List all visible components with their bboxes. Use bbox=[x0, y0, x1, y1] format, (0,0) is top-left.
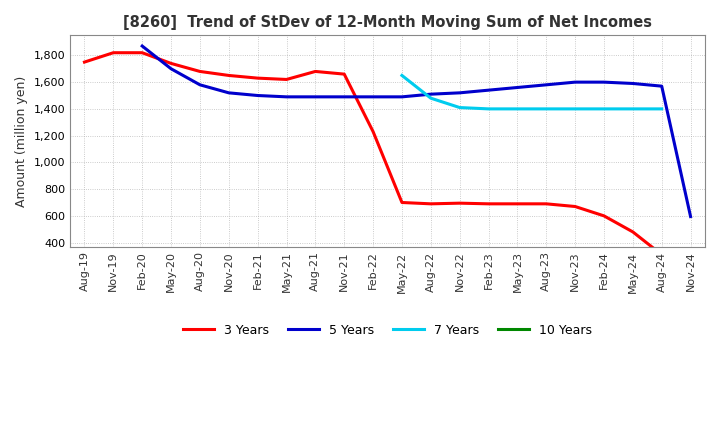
5 Years bbox=[282, 94, 291, 99]
5 Years bbox=[167, 66, 176, 71]
5 Years bbox=[600, 80, 608, 85]
3 Years bbox=[686, 253, 695, 259]
3 Years bbox=[282, 77, 291, 82]
Line: 3 Years: 3 Years bbox=[84, 53, 690, 256]
3 Years bbox=[109, 50, 117, 55]
Line: 5 Years: 5 Years bbox=[142, 46, 690, 216]
5 Years bbox=[196, 82, 204, 88]
5 Years bbox=[369, 94, 377, 99]
5 Years bbox=[225, 90, 233, 95]
5 Years bbox=[686, 214, 695, 219]
3 Years bbox=[426, 201, 435, 206]
Title: [8260]  Trend of StDev of 12-Month Moving Sum of Net Incomes: [8260] Trend of StDev of 12-Month Moving… bbox=[123, 15, 652, 30]
7 Years bbox=[455, 105, 464, 110]
3 Years bbox=[196, 69, 204, 74]
7 Years bbox=[600, 106, 608, 111]
5 Years bbox=[340, 94, 348, 99]
5 Years bbox=[542, 82, 551, 88]
3 Years bbox=[513, 201, 522, 206]
5 Years bbox=[629, 81, 637, 86]
7 Years bbox=[426, 95, 435, 101]
3 Years bbox=[369, 129, 377, 134]
3 Years bbox=[600, 213, 608, 219]
3 Years bbox=[340, 71, 348, 77]
3 Years bbox=[657, 252, 666, 257]
3 Years bbox=[311, 69, 320, 74]
Line: 7 Years: 7 Years bbox=[402, 75, 662, 109]
Y-axis label: Amount (million yen): Amount (million yen) bbox=[15, 75, 28, 207]
5 Years bbox=[426, 92, 435, 97]
5 Years bbox=[455, 90, 464, 95]
3 Years bbox=[629, 229, 637, 235]
7 Years bbox=[629, 106, 637, 111]
3 Years bbox=[138, 50, 146, 55]
5 Years bbox=[138, 44, 146, 49]
7 Years bbox=[571, 106, 580, 111]
3 Years bbox=[167, 61, 176, 66]
3 Years bbox=[542, 201, 551, 206]
5 Years bbox=[485, 88, 493, 93]
3 Years bbox=[253, 76, 262, 81]
7 Years bbox=[513, 106, 522, 111]
5 Years bbox=[657, 84, 666, 89]
5 Years bbox=[311, 94, 320, 99]
7 Years bbox=[397, 73, 406, 78]
7 Years bbox=[657, 106, 666, 111]
3 Years bbox=[455, 201, 464, 206]
Legend: 3 Years, 5 Years, 7 Years, 10 Years: 3 Years, 5 Years, 7 Years, 10 Years bbox=[178, 319, 598, 342]
7 Years bbox=[485, 106, 493, 111]
5 Years bbox=[253, 93, 262, 98]
3 Years bbox=[80, 59, 89, 65]
5 Years bbox=[513, 85, 522, 90]
3 Years bbox=[485, 201, 493, 206]
5 Years bbox=[397, 94, 406, 99]
3 Years bbox=[571, 204, 580, 209]
7 Years bbox=[542, 106, 551, 111]
3 Years bbox=[397, 200, 406, 205]
3 Years bbox=[225, 73, 233, 78]
5 Years bbox=[571, 80, 580, 85]
